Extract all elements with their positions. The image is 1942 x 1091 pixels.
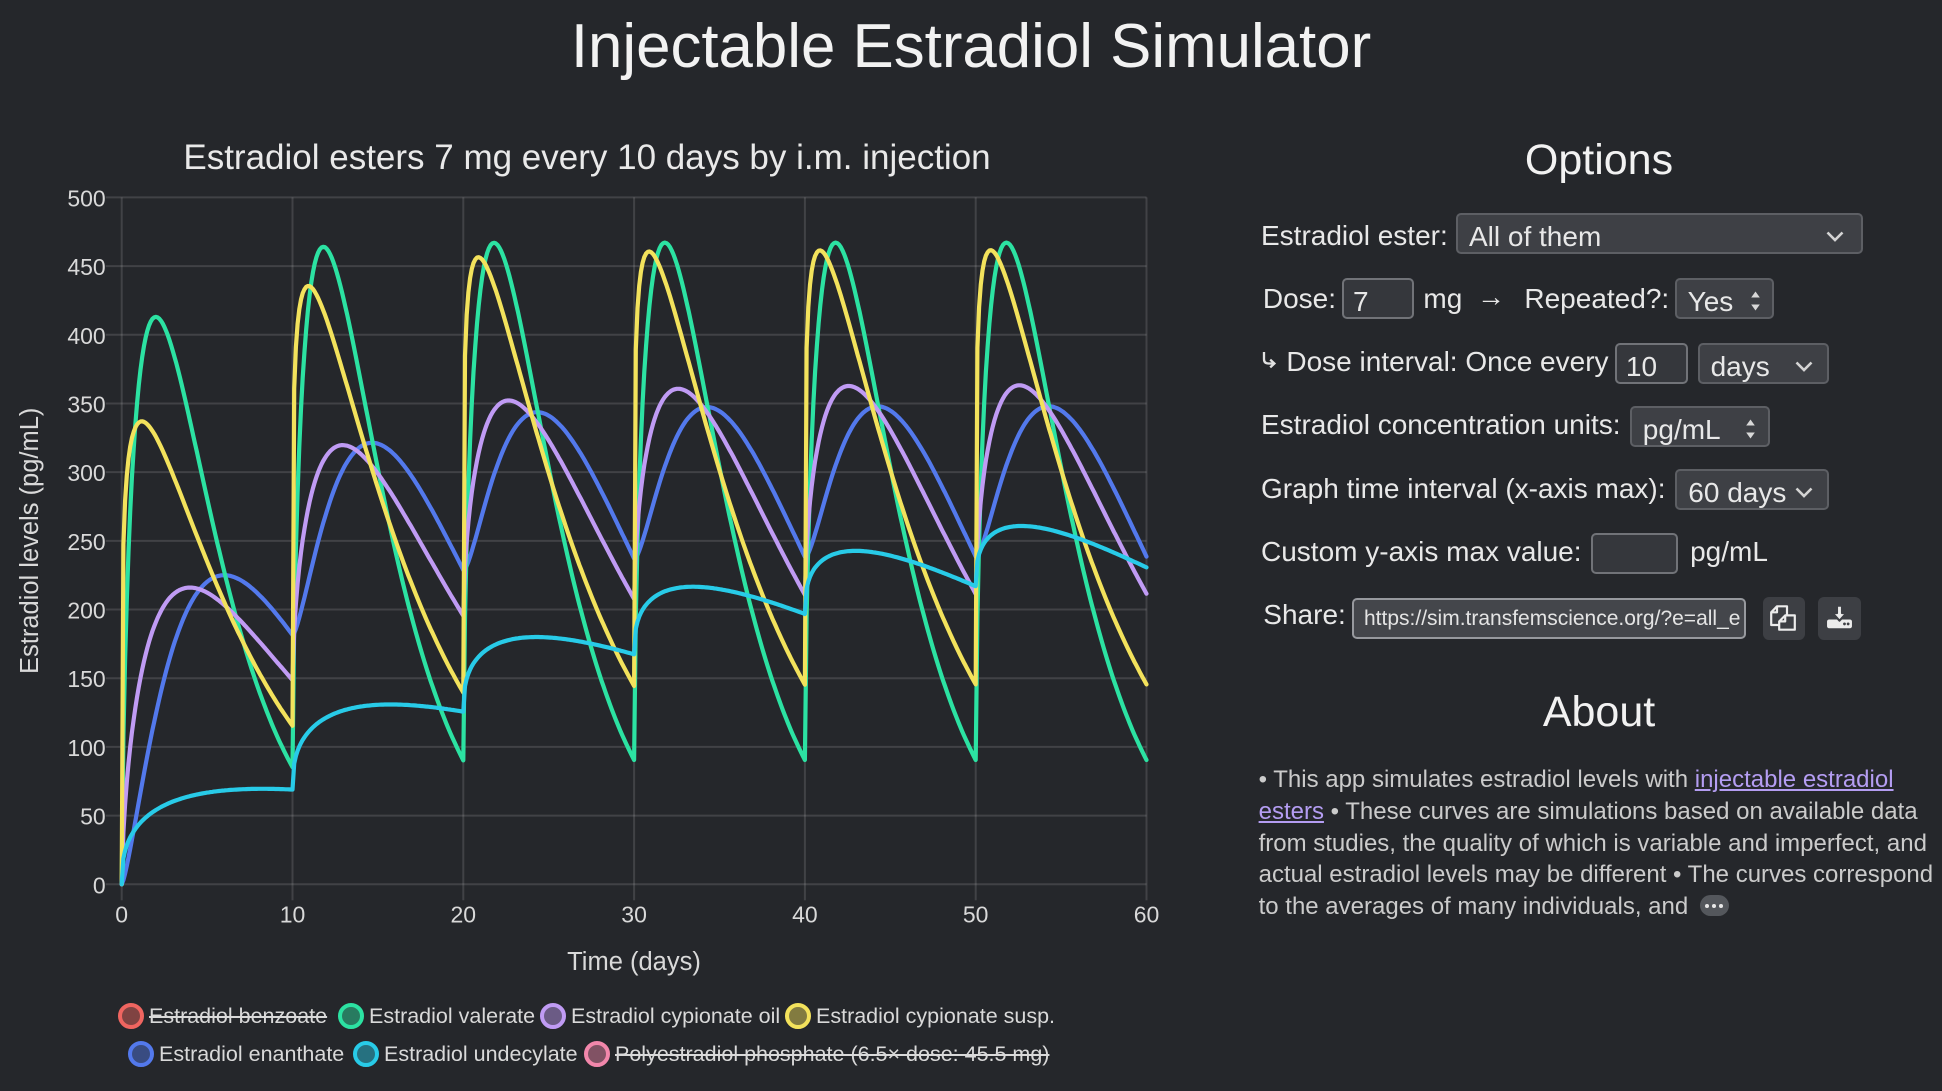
svg-text:40: 40	[792, 901, 818, 927]
svg-text:300: 300	[67, 460, 105, 486]
svg-text:50: 50	[80, 804, 106, 830]
svg-text:Estradiol levels (pg/mL): Estradiol levels (pg/mL)	[16, 408, 44, 674]
svg-text:250: 250	[67, 529, 105, 555]
svg-text:450: 450	[67, 254, 105, 280]
svg-text:Time (days): Time (days)	[567, 948, 701, 976]
svg-text:0: 0	[115, 901, 128, 927]
svg-text:400: 400	[67, 323, 105, 349]
svg-text:60: 60	[1134, 901, 1160, 927]
svg-text:100: 100	[67, 735, 105, 761]
svg-text:500: 500	[67, 185, 105, 211]
svg-text:10: 10	[280, 901, 306, 927]
svg-text:0: 0	[93, 872, 106, 898]
svg-text:50: 50	[963, 901, 989, 927]
svg-text:30: 30	[621, 901, 647, 927]
svg-text:150: 150	[67, 666, 105, 692]
svg-text:350: 350	[67, 391, 105, 417]
svg-text:20: 20	[451, 901, 477, 927]
svg-text:Estradiol esters 7 mg every 10: Estradiol esters 7 mg every 10 days by i…	[183, 138, 990, 177]
svg-text:200: 200	[67, 598, 105, 624]
